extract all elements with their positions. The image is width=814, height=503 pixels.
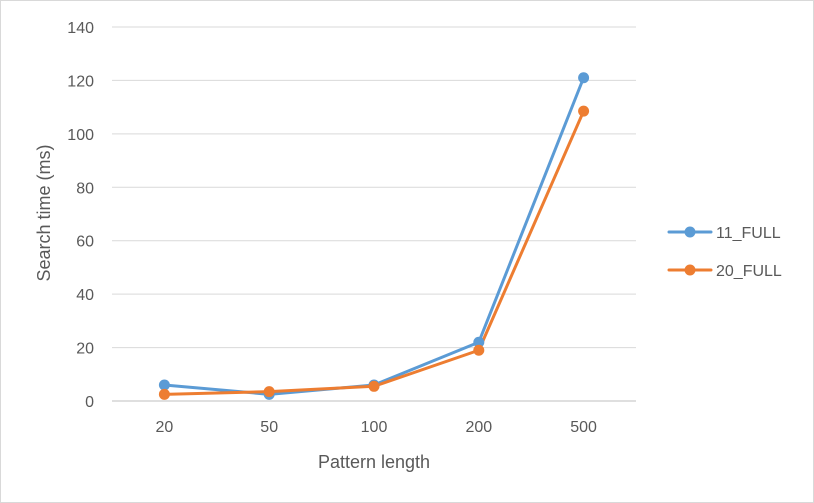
y-tick-label: 20 bbox=[76, 341, 94, 358]
y-tick-label: 100 bbox=[67, 127, 94, 144]
x-tick-label: 50 bbox=[260, 419, 278, 436]
legend-marker bbox=[684, 226, 696, 238]
legend-label: 20_FULL bbox=[716, 263, 782, 280]
y-tick-label: 80 bbox=[76, 180, 94, 197]
gridlines bbox=[112, 26, 636, 349]
data-point bbox=[368, 380, 380, 392]
data-point bbox=[473, 336, 485, 348]
x-axis: 20 50 100 200 500 bbox=[112, 400, 636, 436]
x-tick-label: 100 bbox=[361, 419, 388, 436]
data-point bbox=[578, 105, 590, 117]
x-tick-labels: 20 50 100 200 500 bbox=[156, 419, 598, 436]
series-lines bbox=[162, 76, 586, 396]
x-axis-title: Pattern length bbox=[318, 452, 430, 472]
data-point bbox=[158, 379, 170, 391]
legend-marker bbox=[684, 264, 696, 276]
series-markers bbox=[158, 72, 590, 400]
x-tick-label: 500 bbox=[570, 419, 597, 436]
y-tick-label: 120 bbox=[67, 73, 94, 90]
data-point bbox=[158, 388, 170, 400]
series-line bbox=[162, 76, 586, 396]
y-axis: 0 20 40 60 80 100 120 140 bbox=[67, 20, 94, 411]
y-tick-label: 60 bbox=[76, 234, 94, 251]
y-tick-labels: 0 20 40 60 80 100 120 140 bbox=[67, 20, 94, 411]
y-tick-label: 0 bbox=[85, 394, 94, 411]
y-axis-title: Search time (ms) bbox=[34, 144, 54, 281]
x-tick-label: 20 bbox=[156, 419, 174, 436]
data-point bbox=[473, 344, 485, 356]
y-tick-label: 140 bbox=[67, 20, 94, 37]
legend-label: 11_FULL bbox=[716, 225, 781, 242]
legend: 11_FULL 20_FULL bbox=[667, 225, 782, 280]
data-point bbox=[578, 72, 590, 84]
y-tick-label: 40 bbox=[76, 287, 94, 304]
x-tick-label: 200 bbox=[465, 419, 492, 436]
series-line bbox=[162, 109, 586, 396]
data-point bbox=[263, 386, 275, 398]
